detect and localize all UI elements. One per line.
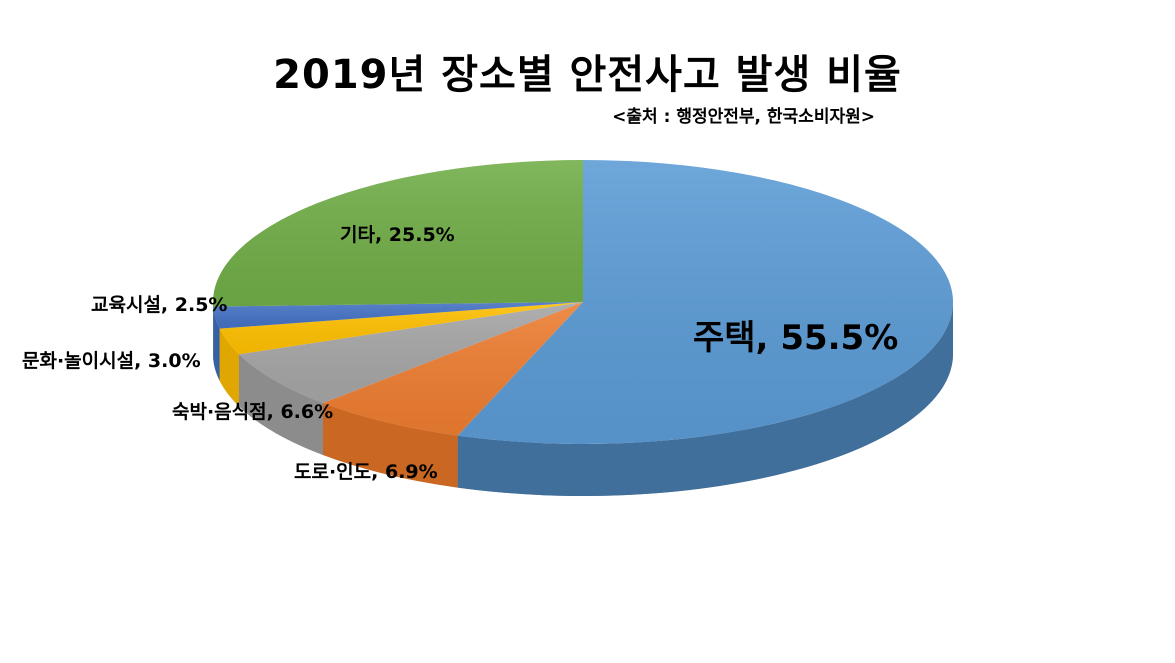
label-gita: 기타, 25.5% bbox=[340, 224, 455, 246]
pie-slice-shade-4 bbox=[213, 302, 584, 329]
pie-slice-shade-2 bbox=[238, 302, 583, 404]
label-munhwa: 문화·놀이시설, 3.0% bbox=[22, 350, 201, 372]
label-sukbak: 숙박·음식점, 6.6% bbox=[172, 401, 334, 423]
pie-side-highlight-1 bbox=[323, 403, 458, 488]
label-jutaek: 주택, 55.5% bbox=[693, 318, 899, 358]
pie-slice-shade-5 bbox=[213, 160, 584, 307]
chart-source: <출처 : 행정안전부, 한국소비자원> bbox=[612, 107, 875, 127]
label-gyoyuk: 교육시설, 2.5% bbox=[91, 294, 228, 316]
pie-side-highlight-2 bbox=[238, 354, 324, 456]
pie-slice-shade-3 bbox=[219, 302, 583, 355]
pie-slice-shade-1 bbox=[323, 302, 583, 436]
label-doro: 도로·인도, 6.9% bbox=[294, 461, 438, 483]
pie-slice-shade-0 bbox=[457, 160, 954, 444]
pie-side-highlight-0 bbox=[457, 302, 953, 496]
pie-sides bbox=[213, 302, 953, 496]
pie-slices: 주택도로·인도숙박·음식점문화·놀이시설교육시설기타 bbox=[213, 160, 954, 444]
chart-title: 2019년 장소별 안전사고 발생 비율 bbox=[273, 52, 902, 98]
pie-side-highlight-3 bbox=[219, 328, 239, 407]
pie-side-highlight-4 bbox=[213, 306, 220, 381]
